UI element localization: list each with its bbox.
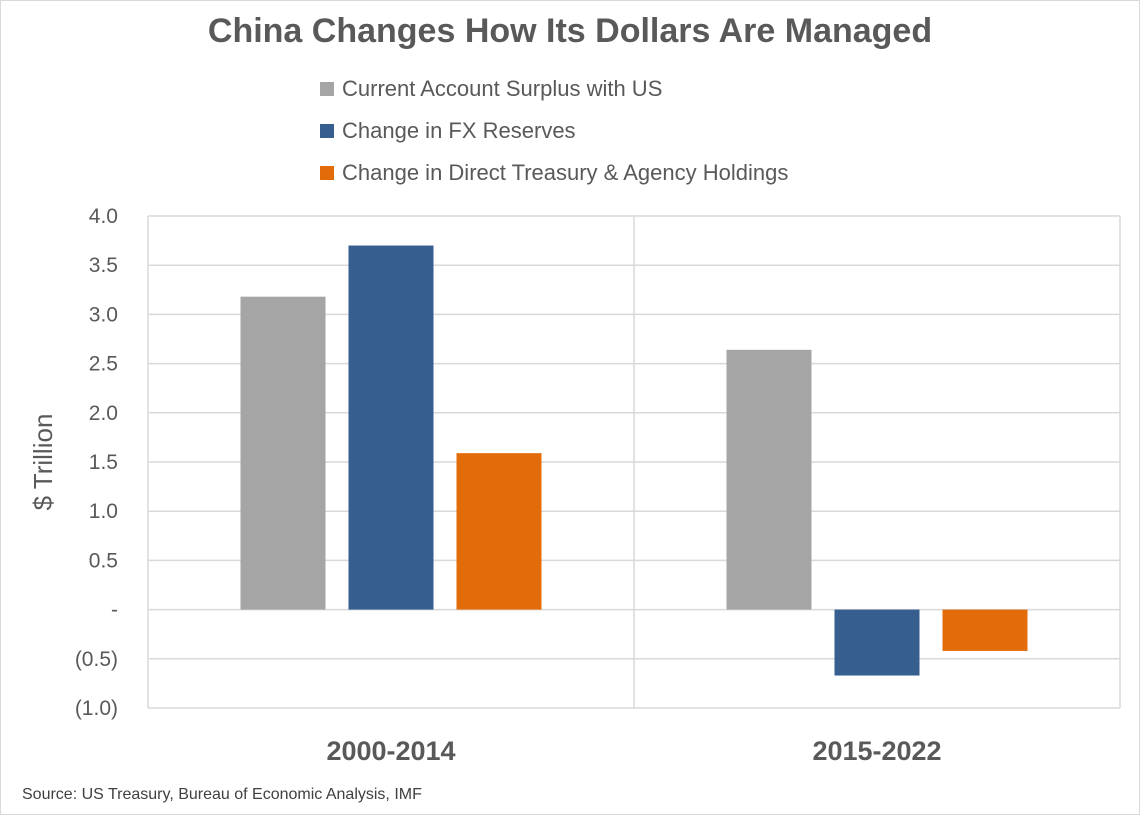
y-tick-label: (0.5) — [75, 648, 118, 671]
bar-change-in-direct-treasury-agency-holdings-2015-2022 — [942, 609, 1028, 651]
legend-swatch — [320, 166, 334, 180]
legend-label: Change in FX Reserves — [342, 118, 576, 143]
legend-swatch — [320, 124, 334, 138]
bar-current-account-surplus-with-us-2000-2014 — [240, 296, 326, 610]
bar-current-account-surplus-with-us-2015-2022 — [726, 349, 812, 610]
y-tick-label: 0.5 — [89, 549, 118, 572]
y-tick-label: 4.0 — [89, 205, 118, 228]
legend-label: Change in Direct Treasury & Agency Holdi… — [342, 160, 789, 185]
bar-change-in-fx-reserves-2000-2014 — [348, 245, 434, 610]
x-tick-label: 2000-2014 — [326, 736, 455, 766]
y-tick-label: (1.0) — [75, 697, 118, 720]
legend-label: Current Account Surplus with US — [342, 76, 663, 101]
source-note: Source: US Treasury, Bureau of Economic … — [22, 786, 422, 803]
bar-change-in-fx-reserves-2015-2022 — [834, 609, 920, 676]
x-tick-label: 2015-2022 — [812, 736, 941, 766]
y-tick-label: 1.0 — [89, 500, 118, 523]
y-tick-label: 2.0 — [89, 402, 118, 425]
legend-item-current-account: Current Account Surplus with US — [320, 76, 662, 102]
legend-item-fx-reserves: Change in FX Reserves — [320, 118, 576, 144]
y-tick-label: 3.5 — [89, 254, 118, 277]
legend-item-treasury-holdings: Change in Direct Treasury & Agency Holdi… — [320, 160, 788, 186]
legend-swatch — [320, 82, 334, 96]
y-tick-label: - — [111, 599, 118, 622]
y-tick-label: 3.0 — [89, 303, 118, 326]
bar-change-in-direct-treasury-agency-holdings-2000-2014 — [456, 453, 542, 610]
y-tick-label: 2.5 — [89, 353, 118, 376]
chart-title: China Changes How Its Dollars Are Manage… — [207, 12, 933, 50]
y-tick-label: 1.5 — [89, 451, 118, 474]
y-axis-label: $ Trillion — [28, 414, 58, 511]
